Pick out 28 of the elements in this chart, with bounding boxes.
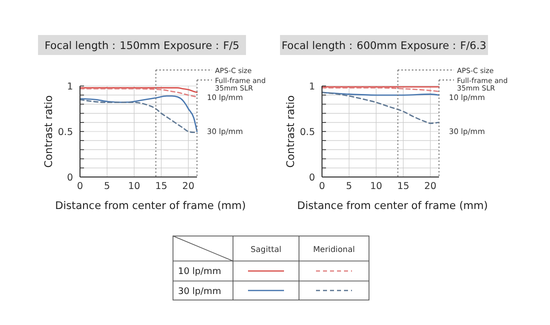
- chart-title: Focal length：600mm Exposure：F/6.3: [282, 40, 486, 52]
- x-tick-label: 20: [424, 181, 436, 192]
- x-tick-label: 10: [370, 181, 382, 192]
- x-tick-label: 15: [397, 181, 410, 192]
- y-tick-label: 0: [66, 172, 73, 184]
- x-tick-label: 0: [76, 181, 84, 192]
- x-axis-title: Distance from center of frame (mm): [55, 200, 246, 212]
- x-tick-label: 20: [182, 181, 194, 192]
- y-tick-label: 0.5: [300, 127, 315, 138]
- y-tick-label: 0.5: [58, 127, 73, 138]
- y-axis-title: Contrast ratio: [285, 95, 297, 168]
- x-tick-label: 15: [155, 181, 168, 192]
- y-tick-label: 0: [308, 172, 315, 184]
- category-label: 30 lp/mm: [178, 287, 222, 297]
- category-label: Sagittal: [250, 245, 282, 254]
- x-tick-label: 0: [318, 181, 326, 192]
- line-series: [321, 92, 440, 124]
- line-series: [79, 88, 198, 98]
- chart-title: Focal length：150mm Exposure：F/5: [44, 40, 240, 52]
- y-tick-label: 1: [66, 82, 73, 92]
- x-tick-label: 5: [346, 181, 352, 192]
- x-axis-title: Distance from center of frame (mm): [297, 200, 488, 212]
- category-label: Meridional: [313, 245, 355, 254]
- x-tick-label: 10: [128, 181, 140, 192]
- y-axis-title: Contrast ratio: [43, 95, 55, 168]
- category-label: 10 lp/mm: [178, 267, 222, 277]
- y-tick-label: 1: [308, 82, 315, 92]
- x-tick-label: 5: [104, 181, 110, 192]
